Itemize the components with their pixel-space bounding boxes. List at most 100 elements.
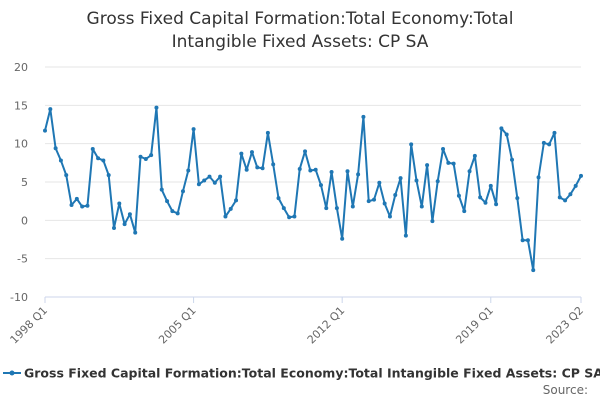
data-point[interactable] [191,127,196,132]
data-point[interactable] [111,226,116,230]
data-point[interactable] [340,236,345,241]
data-point[interactable] [223,214,228,219]
data-point[interactable] [478,195,483,200]
data-point[interactable] [520,238,525,243]
data-point[interactable] [435,179,440,184]
data-point[interactable] [483,200,488,205]
data-point[interactable] [143,157,148,161]
data-point[interactable] [297,166,302,171]
data-point[interactable] [196,182,201,187]
data-point[interactable] [536,175,541,180]
data-point[interactable] [249,150,254,155]
data-point[interactable] [149,153,154,158]
data-point[interactable] [271,162,276,167]
data-point[interactable] [451,161,456,166]
data-point[interactable] [303,149,308,154]
data-point[interactable] [138,154,143,159]
data-point[interactable] [414,178,419,183]
data-point[interactable] [488,183,493,188]
data-point[interactable] [287,215,292,220]
data-point[interactable] [265,130,270,135]
data-point[interactable] [579,173,583,178]
data-point[interactable] [101,158,106,163]
data-point[interactable] [387,214,392,219]
data-point[interactable] [547,142,552,147]
data-point[interactable] [186,168,191,173]
data-point[interactable] [541,140,546,145]
data-point[interactable] [159,187,164,192]
data-point[interactable] [48,107,53,112]
data-point[interactable] [377,180,382,185]
data-point[interactable] [53,146,58,151]
data-point[interactable] [568,192,573,197]
data-point[interactable] [165,199,170,204]
data-point[interactable] [441,147,446,152]
data-point[interactable] [212,180,217,185]
data-point[interactable] [228,206,233,211]
legend-label[interactable]: Gross Fixed Capital Formation:Total Econ… [24,366,600,381]
data-point[interactable] [80,204,85,209]
data-point[interactable] [467,169,472,174]
data-point[interactable] [552,130,557,135]
data-point[interactable] [175,211,180,216]
data-point[interactable] [255,165,260,170]
data-point[interactable] [494,202,499,207]
data-point[interactable] [499,126,504,131]
data-point[interactable] [281,206,286,211]
data-point[interactable] [525,238,530,243]
data-point[interactable] [366,199,371,204]
data-point[interactable] [106,173,111,178]
data-point[interactable] [382,201,387,206]
data-point[interactable] [43,128,47,133]
data-point[interactable] [90,147,95,152]
data-point[interactable] [430,219,435,224]
data-point[interactable] [292,214,297,219]
data-point[interactable] [563,198,568,203]
data-point[interactable] [456,193,461,198]
data-point[interactable] [329,170,334,175]
data-point[interactable] [133,230,138,235]
data-point[interactable] [356,172,361,177]
data-point[interactable] [308,168,313,173]
data-point[interactable] [350,204,355,209]
data-point[interactable] [462,209,467,214]
data-point[interactable] [64,173,69,178]
data-point[interactable] [334,206,339,211]
data-point[interactable] [154,105,159,110]
data-point[interactable] [372,197,377,202]
data-point[interactable] [127,212,132,217]
data-point[interactable] [96,156,101,161]
data-point[interactable] [313,167,318,172]
data-point[interactable] [425,163,430,168]
data-point[interactable] [260,166,265,171]
data-point[interactable] [393,193,398,198]
data-point[interactable] [202,178,207,183]
data-point[interactable] [244,167,249,172]
data-point[interactable] [117,201,122,206]
data-point[interactable] [69,203,74,207]
data-point[interactable] [218,174,223,179]
data-point[interactable] [573,183,578,188]
data-point[interactable] [318,183,323,188]
data-point[interactable] [85,203,90,208]
data-point[interactable] [345,169,350,174]
data-point[interactable] [510,157,515,162]
data-point[interactable] [419,204,424,209]
data-point[interactable] [207,174,212,179]
data-point[interactable] [180,189,185,194]
data-point[interactable] [324,206,329,211]
data-point[interactable] [504,132,509,137]
data-point[interactable] [403,233,408,238]
data-point[interactable] [531,268,536,273]
data-point[interactable] [361,114,366,119]
data-point[interactable] [276,196,281,201]
data-point[interactable] [557,195,562,200]
data-point[interactable] [58,158,63,163]
data-point[interactable] [409,142,414,147]
data-point[interactable] [472,153,477,158]
data-point[interactable] [446,160,451,165]
data-point[interactable] [239,151,244,156]
data-point[interactable] [515,196,520,201]
data-point[interactable] [122,222,127,227]
data-point[interactable] [234,198,239,203]
